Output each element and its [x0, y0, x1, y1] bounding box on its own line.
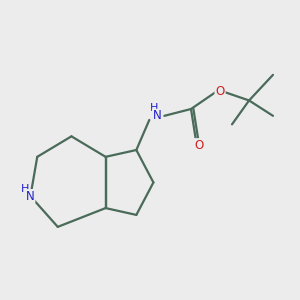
Text: O: O — [194, 139, 203, 152]
Text: H: H — [150, 103, 158, 113]
Text: N: N — [152, 109, 161, 122]
Text: O: O — [215, 85, 225, 98]
Text: H: H — [21, 184, 29, 194]
Text: N: N — [26, 190, 35, 202]
